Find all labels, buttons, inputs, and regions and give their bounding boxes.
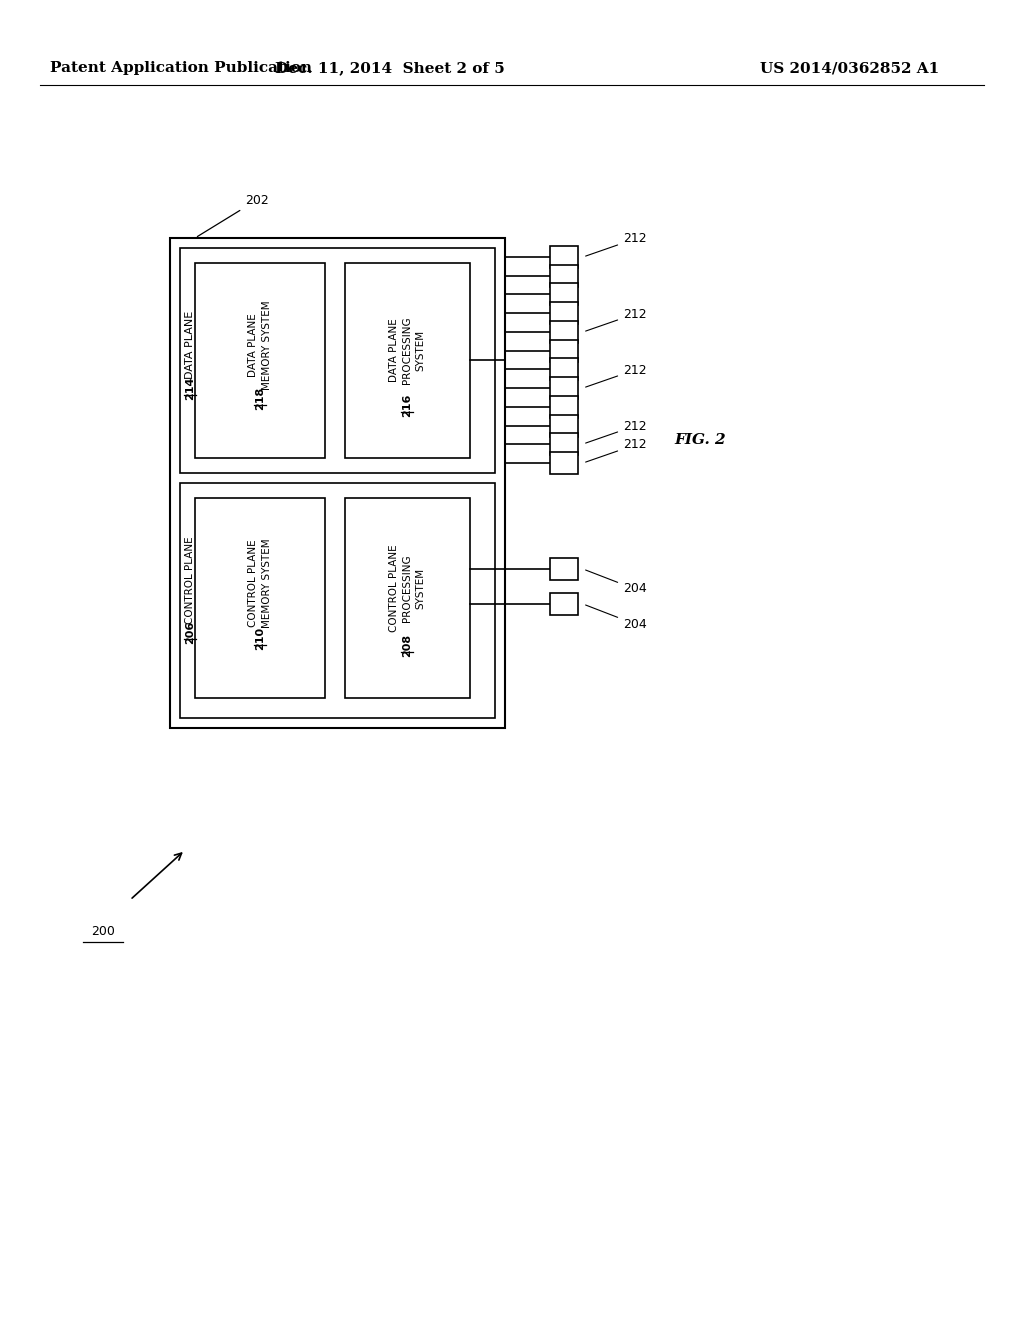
Bar xyxy=(550,558,578,579)
Bar xyxy=(345,498,470,698)
Text: CONTROL PLANE
PROCESSING
SYSTEM: CONTROL PLANE PROCESSING SYSTEM xyxy=(389,544,425,632)
Text: 208: 208 xyxy=(402,634,412,656)
Bar xyxy=(195,263,325,458)
Text: 212: 212 xyxy=(586,308,646,331)
Text: 204: 204 xyxy=(586,605,647,631)
Bar xyxy=(550,282,578,305)
Text: 206: 206 xyxy=(185,620,195,644)
Bar xyxy=(170,238,505,729)
Bar xyxy=(550,433,578,455)
Bar xyxy=(550,451,578,474)
Text: 216: 216 xyxy=(402,393,412,417)
Text: CONTROL PLANE: CONTROL PLANE xyxy=(185,536,195,624)
Text: 214: 214 xyxy=(185,376,195,400)
Bar xyxy=(550,265,578,286)
Bar xyxy=(550,396,578,418)
Bar xyxy=(550,593,578,615)
Text: 212: 212 xyxy=(586,363,646,387)
Text: DATA PLANE
MEMORY SYSTEM: DATA PLANE MEMORY SYSTEM xyxy=(249,300,271,389)
Text: 212: 212 xyxy=(586,438,646,462)
Text: Dec. 11, 2014  Sheet 2 of 5: Dec. 11, 2014 Sheet 2 of 5 xyxy=(275,61,505,75)
Text: 202: 202 xyxy=(198,194,268,236)
Text: 200: 200 xyxy=(91,925,115,939)
Bar xyxy=(550,246,578,268)
Text: CONTROL PLANE
MEMORY SYSTEM: CONTROL PLANE MEMORY SYSTEM xyxy=(249,539,271,628)
Bar xyxy=(550,358,578,380)
Bar xyxy=(550,378,578,399)
Bar xyxy=(550,414,578,437)
Text: 210: 210 xyxy=(255,627,265,649)
Text: DATA PLANE
PROCESSING
SYSTEM: DATA PLANE PROCESSING SYSTEM xyxy=(389,317,425,384)
Bar xyxy=(180,248,495,473)
Bar xyxy=(345,263,470,458)
Text: Patent Application Publication: Patent Application Publication xyxy=(50,61,312,75)
Text: 212: 212 xyxy=(586,232,646,256)
Bar xyxy=(550,341,578,362)
Text: DATA PLANE: DATA PLANE xyxy=(185,312,195,379)
Bar xyxy=(550,302,578,323)
Bar xyxy=(195,498,325,698)
Bar xyxy=(180,483,495,718)
Text: 204: 204 xyxy=(586,570,647,595)
Bar xyxy=(550,321,578,343)
Text: FIG. 2: FIG. 2 xyxy=(674,433,726,447)
Text: 218: 218 xyxy=(255,387,265,409)
Text: US 2014/0362852 A1: US 2014/0362852 A1 xyxy=(761,61,940,75)
Text: 212: 212 xyxy=(586,420,646,444)
